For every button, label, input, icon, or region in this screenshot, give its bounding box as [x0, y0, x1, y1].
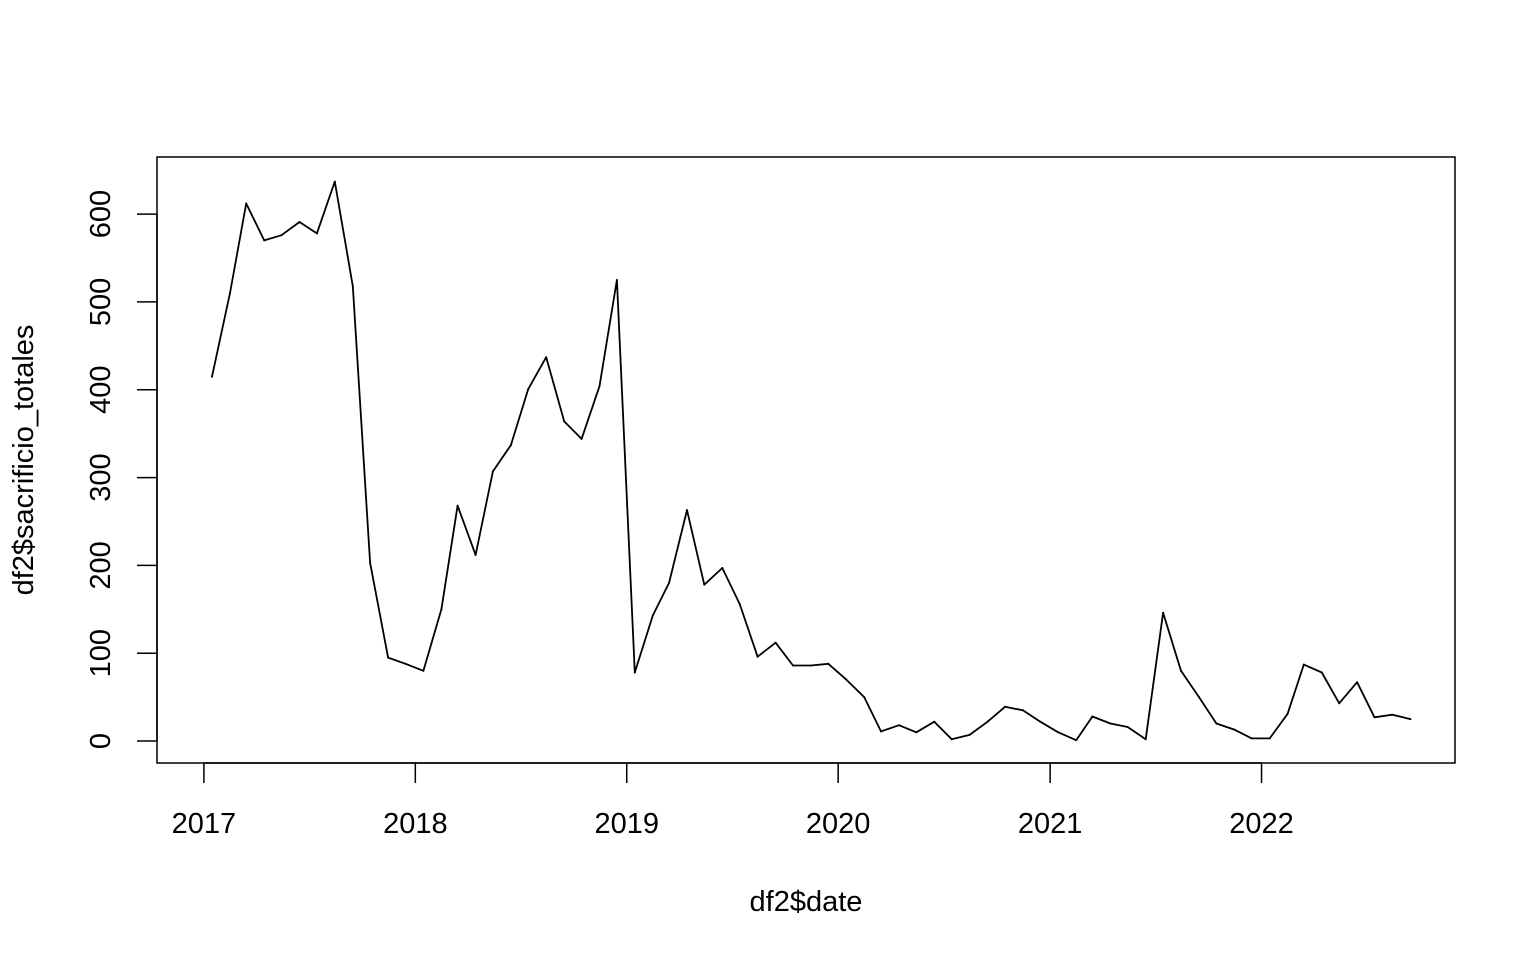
data-point	[721, 567, 724, 569]
data-point	[422, 669, 425, 672]
data-point	[1320, 671, 1323, 674]
data-point	[774, 641, 777, 644]
data-point	[738, 603, 741, 605]
y-tick-label: 300	[85, 453, 117, 501]
data-point	[245, 202, 248, 205]
data-point	[1215, 722, 1218, 725]
data-point	[1180, 669, 1182, 672]
data-point	[898, 724, 900, 727]
data-point	[1075, 739, 1078, 742]
series-line	[211, 180, 1411, 742]
data-point	[1004, 705, 1006, 708]
data-point	[1373, 716, 1376, 719]
y-tick-label: 400	[85, 366, 117, 414]
data-point	[1233, 728, 1236, 731]
data-point	[880, 730, 882, 733]
data-point	[474, 553, 477, 556]
data-point	[668, 582, 670, 584]
y-tick-label: 500	[85, 278, 117, 326]
data-point	[580, 437, 583, 440]
data-point	[686, 509, 688, 512]
y-tick-label: 200	[85, 541, 117, 589]
data-point	[1356, 681, 1359, 684]
data-point	[1039, 720, 1042, 723]
plot-frame	[156, 156, 1456, 764]
data-point	[263, 239, 266, 242]
data-point	[1057, 731, 1060, 734]
data-point	[387, 656, 390, 659]
x-tick-label: 2022	[1229, 808, 1294, 840]
x-tick-label: 2019	[594, 808, 659, 840]
data-point	[491, 470, 494, 473]
data-point	[404, 662, 407, 665]
data-point	[351, 285, 354, 288]
data-point	[1162, 611, 1165, 614]
data-point	[1250, 737, 1253, 740]
data-point	[933, 720, 936, 723]
data-point	[598, 385, 601, 388]
y-axis-title: df2$sacrificio_totales	[8, 325, 40, 596]
data-point	[333, 180, 336, 183]
data-point	[633, 671, 636, 674]
data-point	[298, 221, 301, 223]
data-point	[827, 662, 830, 665]
data-point	[845, 678, 848, 681]
data-point	[986, 720, 989, 723]
x-tick-label: 2021	[1018, 808, 1083, 840]
data-point	[369, 561, 372, 564]
y-tick-label: 600	[85, 190, 117, 238]
data-point	[651, 614, 654, 617]
data-point	[1286, 712, 1289, 715]
data-point	[456, 504, 459, 507]
data-point	[915, 731, 918, 734]
data-point	[545, 356, 548, 359]
data-point	[863, 696, 866, 699]
data-point	[211, 375, 213, 378]
data-point	[792, 664, 794, 667]
data-points	[211, 180, 1412, 742]
data-point	[1144, 738, 1147, 741]
data-point	[1302, 663, 1305, 666]
data-point	[950, 738, 953, 741]
data-point	[703, 583, 706, 586]
data-point	[1338, 702, 1341, 705]
data-point	[527, 387, 530, 390]
data-point	[1391, 713, 1394, 716]
data-point	[1109, 722, 1112, 725]
data-point	[1198, 696, 1200, 699]
data-point	[280, 234, 283, 237]
data-point	[1268, 737, 1271, 740]
x-tick-label: 2020	[806, 808, 871, 840]
data-point	[615, 279, 618, 281]
data-point	[1126, 726, 1129, 728]
y-tick-label: 0	[85, 733, 117, 749]
x-tick-label: 2017	[172, 808, 237, 840]
data-point	[809, 664, 812, 667]
x-axis: 2017 2018 2019 2020 2021 2022	[172, 762, 1294, 840]
data-point	[968, 733, 971, 736]
data-point	[229, 292, 231, 295]
x-tick-label: 2018	[383, 808, 448, 840]
data-point	[563, 420, 566, 423]
x-axis-title: df2$date	[750, 886, 863, 918]
data-point	[315, 232, 318, 235]
y-axis: 0 100 200 300 400 500 600	[85, 190, 158, 749]
data-point	[756, 655, 759, 658]
data-point	[509, 444, 512, 447]
y-tick-label: 100	[85, 629, 117, 677]
data-point	[440, 608, 443, 611]
data-point	[1021, 709, 1024, 712]
data-point	[1091, 715, 1094, 718]
data-point	[1409, 718, 1412, 721]
